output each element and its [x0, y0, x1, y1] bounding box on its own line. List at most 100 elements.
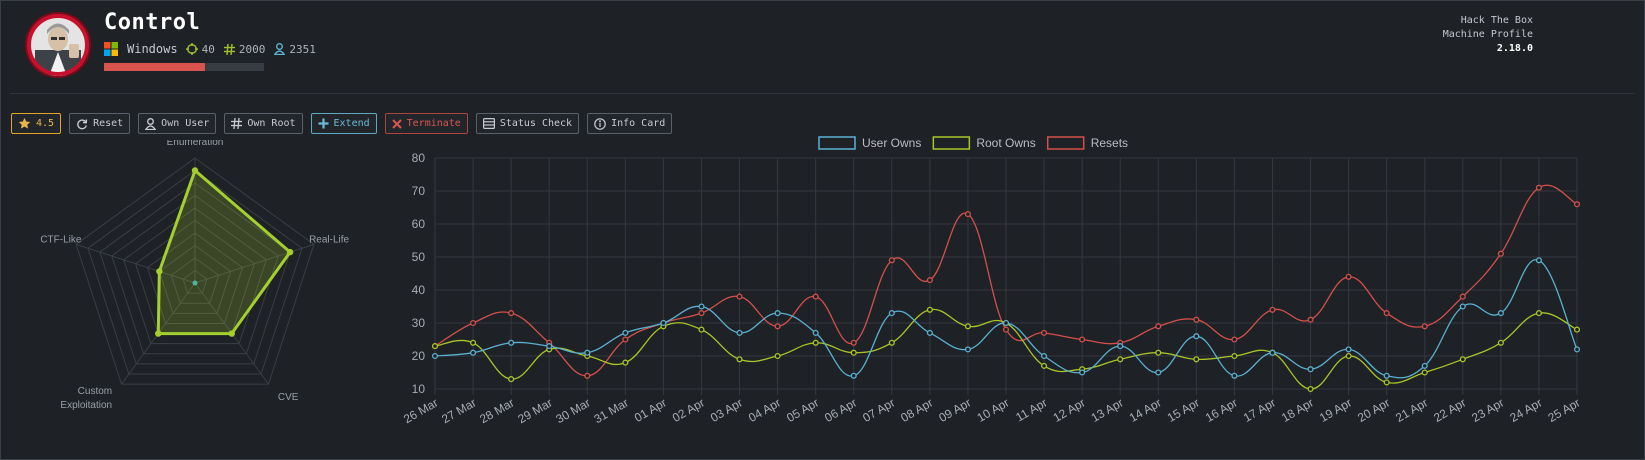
hash-icon	[223, 43, 235, 55]
radar-point	[286, 248, 294, 256]
y-tick-label: 50	[412, 250, 426, 264]
data-point	[926, 306, 933, 313]
radar-point	[228, 330, 235, 337]
x-tick-label: 08 Apr	[898, 395, 935, 424]
own-root-button[interactable]: Own Root	[224, 113, 303, 134]
info-card-button[interactable]: Info Card	[587, 113, 673, 134]
data-point	[1041, 362, 1048, 369]
legend-swatch	[818, 136, 856, 150]
data-point	[1307, 366, 1314, 373]
rating-value: 4.5	[36, 118, 55, 129]
data-point	[1497, 310, 1504, 317]
x-tick-label: 21 Apr	[1393, 395, 1430, 424]
data-point	[584, 372, 591, 379]
series-line	[434, 184, 1578, 377]
data-point	[1079, 369, 1086, 376]
data-point	[926, 329, 933, 336]
data-point	[1002, 319, 1010, 327]
data-point	[470, 349, 477, 356]
x-tick-label: 01 Apr	[632, 395, 669, 424]
x-tick-label: 10 Apr	[974, 395, 1011, 424]
series-line	[434, 259, 1578, 379]
y-tick-label: 20	[412, 349, 426, 363]
reset-label: Reset	[93, 118, 124, 129]
y-tick-label: 70	[412, 184, 426, 198]
status-check-button[interactable]: Status Check	[475, 113, 580, 134]
radar-center-point	[192, 280, 198, 286]
data-point	[1535, 257, 1542, 264]
x-tick-label: 30 Mar	[553, 395, 592, 426]
x-tick-label: 27 Mar	[439, 395, 478, 426]
data-point	[660, 319, 667, 327]
x-tick-label: 20 Apr	[1355, 395, 1392, 424]
data-point	[622, 329, 629, 336]
data-point	[1421, 369, 1428, 376]
data-point	[964, 323, 971, 330]
x-tick-label: 31 Mar	[591, 395, 630, 426]
extend-label: Extend	[333, 118, 370, 129]
crosshair-icon	[185, 43, 198, 55]
radar-axis-label: CTF-Like	[40, 234, 82, 245]
x-tick-label: 07 Apr	[860, 395, 897, 424]
profile-info: Hack The Box Machine Profile 2.18.0	[1443, 14, 1533, 56]
reset-button[interactable]: Reset	[69, 113, 131, 134]
own-user-button[interactable]: Own User	[138, 113, 217, 134]
data-point	[431, 343, 439, 350]
y-tick-label: 60	[412, 217, 426, 231]
data-point	[1497, 250, 1504, 257]
radar-point	[156, 268, 163, 275]
y-tick-label: 10	[412, 382, 426, 396]
legend-label: Root Owns	[976, 136, 1035, 150]
machine-meta: Windows 40 2000 2351	[104, 40, 325, 58]
data-point	[1459, 303, 1466, 310]
data-point	[1459, 293, 1466, 300]
data-point	[1155, 349, 1162, 356]
x-tick-label: 09 Apr	[936, 395, 973, 424]
data-point	[1155, 323, 1162, 330]
x-tick-label: 14 Apr	[1127, 395, 1164, 424]
own-user-label: Own User	[161, 118, 210, 129]
data-point	[1497, 339, 1504, 346]
data-point	[470, 319, 477, 327]
x-tick-label: 13 Apr	[1089, 395, 1126, 424]
data-point	[850, 372, 857, 379]
radar-axis-label: Enumeration	[167, 140, 224, 148]
data-point	[1269, 349, 1276, 356]
avatar	[27, 14, 89, 76]
data-point	[850, 349, 857, 356]
data-point	[508, 339, 515, 346]
os-label: Windows	[127, 42, 178, 56]
data-point	[774, 352, 781, 360]
data-point	[1117, 343, 1124, 350]
toolbar: 4.5 Reset Own User Own Root Extend Termi…	[11, 113, 673, 134]
x-tick-label: 06 Apr	[822, 395, 859, 424]
terminate-button[interactable]: Terminate	[384, 113, 468, 134]
radar-area	[156, 169, 292, 336]
data-point	[1421, 323, 1428, 330]
user-icon	[145, 117, 157, 130]
data-point	[470, 339, 477, 346]
radar-chart: Enumeration Real-Life CVE Custom Exploitatio…	[40, 140, 349, 411]
extend-button[interactable]: Extend	[310, 113, 377, 134]
radar-point	[155, 330, 162, 337]
rating-button[interactable]: 4.5	[11, 113, 62, 134]
version-label: 2.18.0	[1496, 43, 1533, 54]
x-tick-label: 28 Mar	[477, 395, 516, 426]
data-point	[1041, 352, 1048, 360]
x-tick-label: 18 Apr	[1279, 395, 1316, 424]
data-point	[1193, 356, 1200, 363]
radar-grid-ring	[75, 157, 315, 385]
radar-grid-ring	[146, 232, 244, 324]
x-tick-label: 15 Apr	[1165, 395, 1202, 424]
plus-icon	[318, 118, 329, 129]
data-point	[1573, 201, 1581, 208]
data-point	[1535, 184, 1542, 191]
data-point	[736, 329, 743, 336]
radar-point	[191, 167, 199, 174]
data-point	[1079, 336, 1086, 343]
x-tick-label: 04 Apr	[746, 395, 783, 424]
data-point	[888, 339, 895, 346]
legend-swatch	[932, 136, 971, 150]
data-point	[1041, 329, 1048, 336]
data-point	[1231, 372, 1238, 379]
